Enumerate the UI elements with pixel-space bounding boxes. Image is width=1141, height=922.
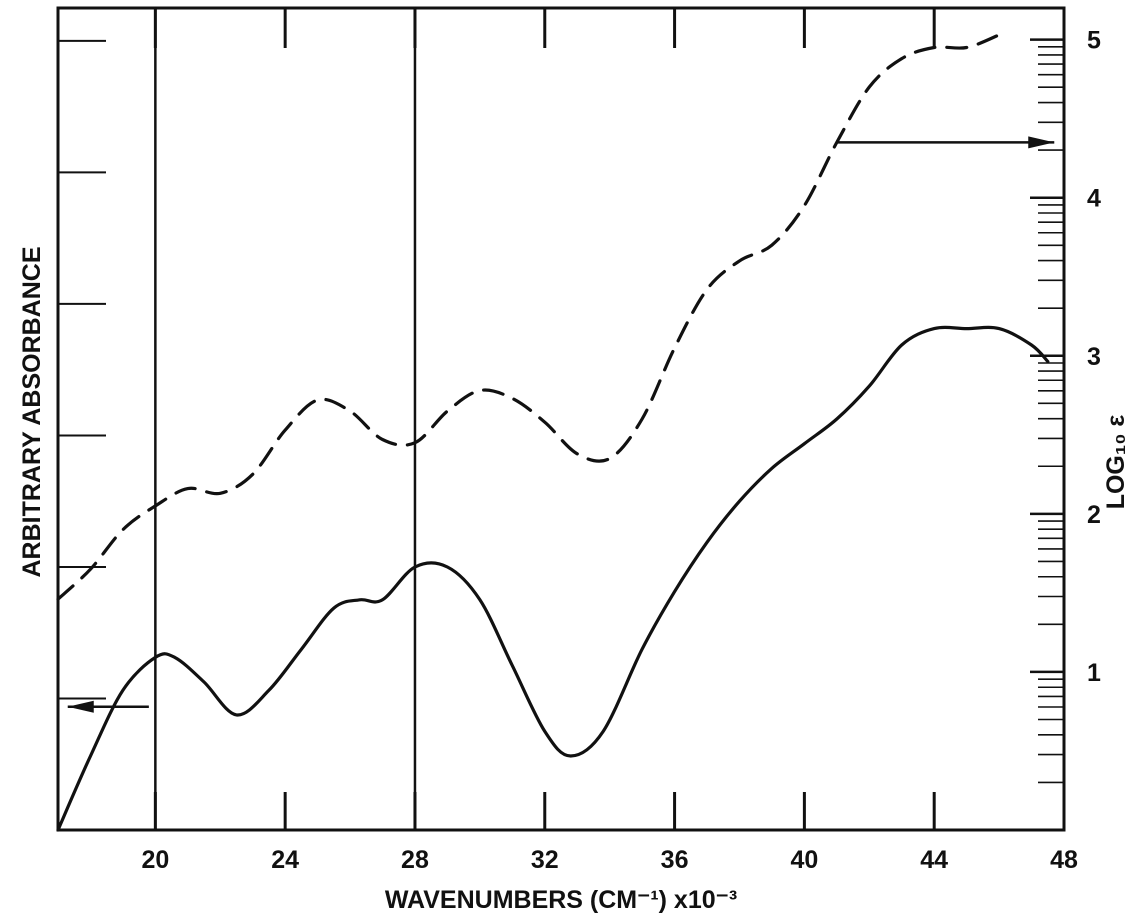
x-tick-label: 36 — [661, 846, 689, 874]
x-tick-label: 20 — [141, 846, 169, 874]
x-tick-label: 44 — [920, 846, 948, 874]
x-axis-ticks: 20 24 28 32 36 40 44 48 — [141, 8, 1078, 874]
axis-arrows — [67, 136, 1055, 713]
arrow-head — [1028, 136, 1055, 149]
x-tick-label: 32 — [531, 846, 559, 874]
dashed-series-line — [56, 33, 1001, 601]
data-series — [56, 33, 1050, 832]
right-tick-label: 2 — [1087, 501, 1101, 529]
left-axis-ticks — [58, 39, 106, 700]
right-axis-ticks: 1 2 3 4 5 — [1030, 27, 1101, 784]
x-tick-label: 28 — [401, 846, 429, 874]
x-tick-label: 48 — [1050, 846, 1078, 874]
right-tick-label: 3 — [1087, 343, 1101, 371]
left-axis-label: ARBITRARY ABSORBANCE — [18, 246, 46, 577]
right-tick-label: 5 — [1087, 27, 1101, 55]
solid-series-line — [56, 325, 1050, 832]
right-tick-label: 4 — [1087, 185, 1101, 213]
x-axis-label: WAVENUMBERS (CM⁻¹) x10⁻³ — [385, 886, 737, 914]
right-tick-label: 1 — [1087, 659, 1101, 687]
right-axis-label: LOG₁₀ ε — [1102, 415, 1130, 510]
x-tick-label: 40 — [790, 846, 818, 874]
plot-frame — [56, 6, 1066, 832]
vertical-reference-lines — [154, 8, 417, 830]
x-tick-label: 24 — [271, 846, 299, 874]
arrow-head — [67, 700, 94, 713]
